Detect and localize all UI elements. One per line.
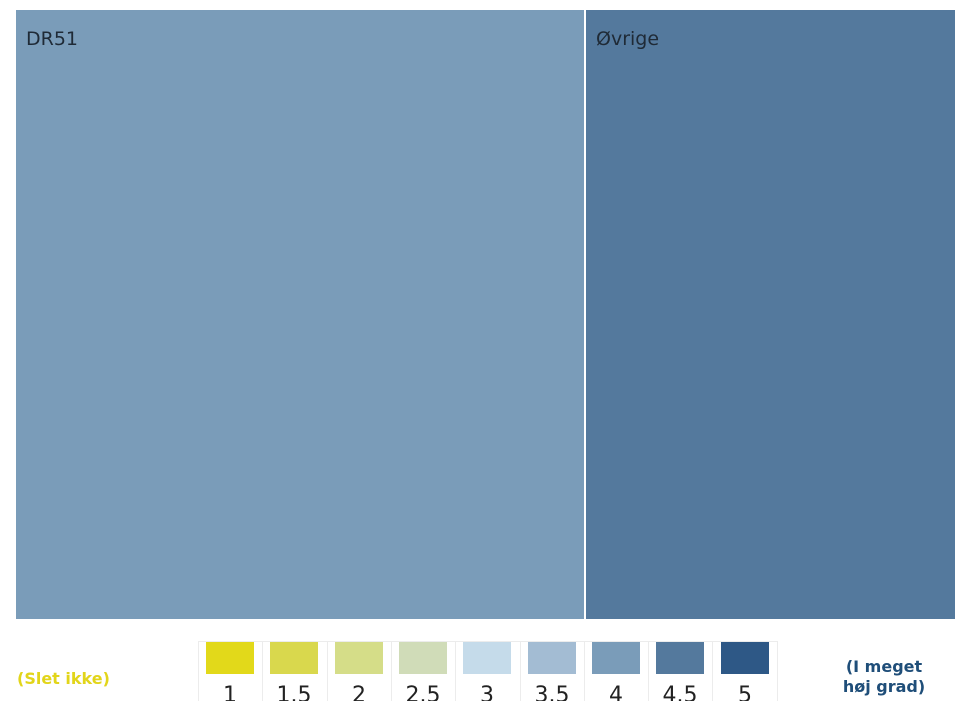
legend-separator <box>198 641 199 701</box>
legend-tick-label: 5 <box>738 683 752 701</box>
legend-tick-label: 4 <box>609 683 623 701</box>
legend-separator <box>520 641 521 701</box>
legend-swatch <box>656 642 704 674</box>
legend-separator <box>327 641 328 701</box>
legend-tick-label: 1.5 <box>276 683 312 701</box>
treemap-tile-label: Øvrige <box>596 28 660 50</box>
legend-separator <box>777 641 778 701</box>
legend-separator <box>262 641 263 701</box>
legend-tick-label: 4.5 <box>662 683 698 701</box>
legend-swatch <box>335 642 383 674</box>
legend-tick-label: 2.5 <box>405 683 441 701</box>
legend-separator <box>391 641 392 701</box>
legend-top-rule <box>198 641 778 642</box>
legend-separator <box>712 641 713 701</box>
legend-separator <box>584 641 585 701</box>
legend-high-label-line2: høj grad) <box>842 677 926 696</box>
treemap-tile-1[interactable]: DR51 <box>16 10 584 619</box>
legend-tick-label: 3 <box>480 683 494 701</box>
legend-separator <box>648 641 649 701</box>
legend-swatch <box>463 642 511 674</box>
legend-swatch <box>399 642 447 674</box>
legend-tick-label: 3.5 <box>534 683 570 701</box>
legend-tick-label: 2 <box>352 683 366 701</box>
legend-high-label-line1: (I meget <box>845 657 923 676</box>
legend-swatch <box>721 642 769 674</box>
legend-swatch <box>206 642 254 674</box>
legend-swatch <box>528 642 576 674</box>
legend-separator <box>455 641 456 701</box>
legend-high-label: (I meget høj grad) <box>822 657 946 697</box>
legend-low-label: (Slet ikke) <box>17 669 110 688</box>
treemap: DR51 Øvrige <box>16 10 955 619</box>
legend-swatch <box>592 642 640 674</box>
color-legend: 1 1.5 2 2.5 3 3.5 4 4.5 5 <box>198 641 778 701</box>
legend-swatch <box>270 642 318 674</box>
legend-tick-label: 1 <box>223 683 237 701</box>
treemap-tile-2[interactable]: Øvrige <box>586 10 955 619</box>
treemap-tile-label: DR51 <box>26 28 79 50</box>
